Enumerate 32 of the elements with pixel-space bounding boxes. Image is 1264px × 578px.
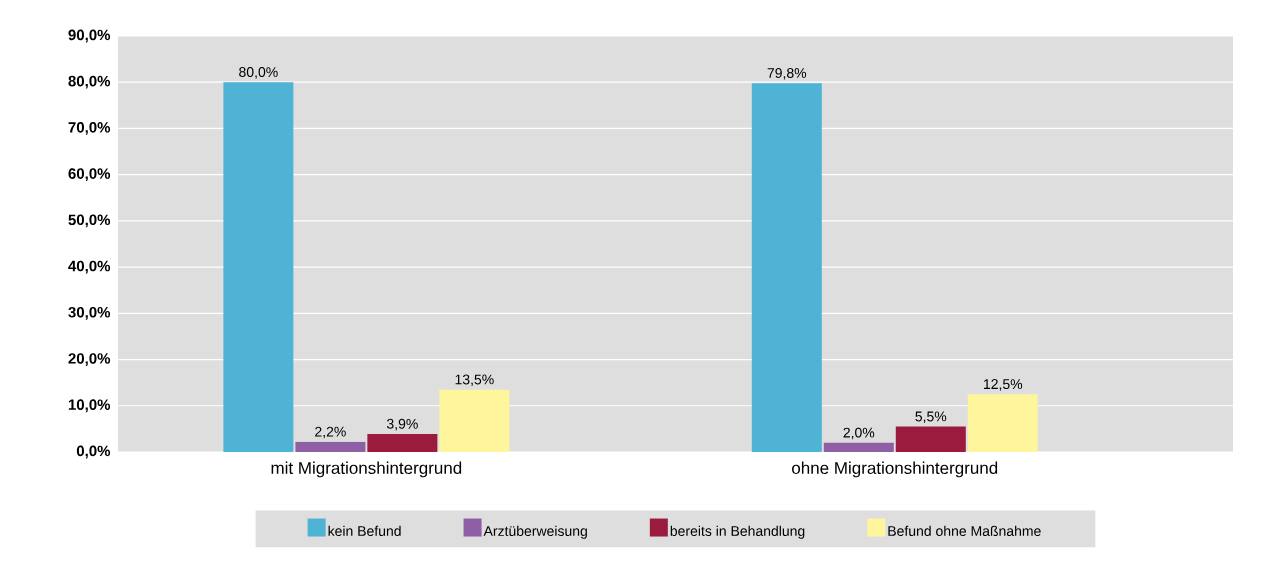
y-tick-label: 90,0%: [68, 29, 111, 43]
y-tick-label: 40,0%: [68, 260, 111, 274]
bar: [751, 83, 822, 452]
bar: [223, 82, 294, 452]
bar: [367, 433, 438, 452]
legend-label: bereits in Behandlung: [670, 525, 805, 539]
y-tick-label: 0,0%: [76, 445, 111, 459]
y-tick-label: 50,0%: [68, 214, 111, 228]
bar: [895, 426, 966, 452]
y-tick-label: 80,0%: [68, 75, 111, 89]
data-label: 79,8%: [767, 68, 807, 80]
data-label: 80,0%: [239, 67, 278, 79]
bar: [967, 394, 1038, 452]
bar: [295, 441, 366, 452]
y-tick-label: 70,0%: [68, 122, 111, 135]
x-tick-label: ohne Migrationshintergrund: [792, 461, 998, 478]
bar: [823, 442, 894, 452]
data-label: 5,5%: [915, 411, 947, 424]
data-label: 3,9%: [386, 418, 418, 431]
data-label: 13,5%: [455, 374, 494, 387]
y-tick-label: 10,0%: [68, 399, 111, 413]
bar: [439, 389, 510, 452]
data-label: 2,0%: [843, 427, 875, 440]
legend-label: Arztüberweisung: [483, 525, 587, 539]
y-tick-label: 30,0%: [68, 306, 111, 320]
y-tick-label: 20,0%: [68, 353, 111, 366]
legend-label: Befund ohne Maßnahme: [888, 525, 1041, 536]
data-label: 12,5%: [984, 379, 1023, 391]
x-tick-label: mit Migrationshintergrund: [271, 461, 462, 478]
legend-label: kein Befund: [328, 525, 401, 536]
data-label: 2,2%: [315, 426, 346, 439]
y-tick-label: 60,0%: [68, 168, 111, 182]
